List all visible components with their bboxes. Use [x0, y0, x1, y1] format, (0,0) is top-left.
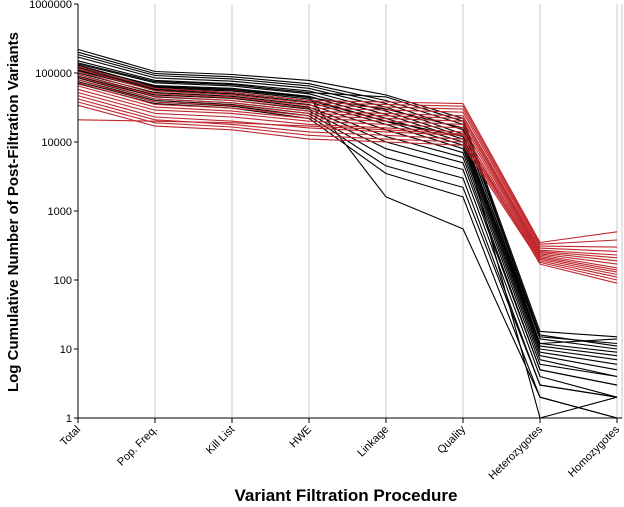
y-tick-label: 1	[66, 413, 72, 425]
series-line-1-11	[77, 98, 618, 276]
series-line-1-14	[77, 119, 618, 284]
series-line-1-5	[77, 79, 618, 259]
y-tick-label: 1000	[48, 206, 72, 218]
series-line-0-19	[77, 62, 618, 347]
x-tick-label: Quality	[435, 423, 468, 456]
x-tick-label: Homozygotes	[566, 423, 622, 479]
series-line-1-0	[77, 65, 618, 244]
x-tick-label: Heterozygotes	[486, 423, 545, 482]
x-tick-label: HWE	[287, 424, 314, 451]
series-line-0-6	[77, 65, 618, 365]
series-line-0-5	[77, 63, 618, 361]
series-line-1-7	[77, 85, 618, 265]
series-line-1-1	[77, 68, 618, 245]
series-line-0-13	[77, 79, 618, 398]
series-line-1-3	[77, 73, 618, 252]
series-line-0-0	[77, 48, 618, 338]
y-tick-labels: 1 10 100 1000 10000 100000 1000000	[29, 0, 72, 425]
series-line-1-2	[77, 70, 618, 248]
x-tick-label: Linkage	[355, 424, 391, 460]
series-line-1-9	[77, 92, 618, 271]
series-line-1-6	[77, 82, 618, 262]
x-tick-label: Total	[58, 424, 83, 449]
series-lines	[77, 48, 618, 419]
series-line-0-15	[77, 83, 618, 419]
series-line-1-4	[77, 76, 618, 256]
x-axis-title: Variant Filtration Procedure	[235, 486, 458, 505]
series-line-0-17	[77, 69, 618, 419]
y-tick-label: 10	[60, 344, 72, 356]
y-tick-label: 10000	[41, 137, 72, 149]
x-tick-labels: Total Pop. Freq. Kill List HWE Linkage Qualit…	[58, 423, 622, 482]
x-tick-label: Kill List	[204, 424, 237, 457]
series-line-0-9	[77, 72, 618, 378]
axes	[74, 3, 622, 423]
y-tick-label: 100000	[35, 68, 72, 80]
y-tick-label: 100	[54, 275, 72, 287]
series-line-0-8	[77, 70, 618, 378]
vertical-gridlines	[154, 4, 623, 418]
series-line-0-1	[77, 51, 618, 345]
y-tick-label: 1000000	[29, 0, 72, 11]
series-line-1-10	[77, 95, 618, 273]
x-tick-label: Pop. Freq.	[115, 424, 160, 469]
series-line-1-12	[77, 101, 618, 278]
y-axis-title: Log Cumulative Number of Post-Filtration…	[5, 32, 22, 392]
series-line-1-8	[77, 88, 618, 269]
